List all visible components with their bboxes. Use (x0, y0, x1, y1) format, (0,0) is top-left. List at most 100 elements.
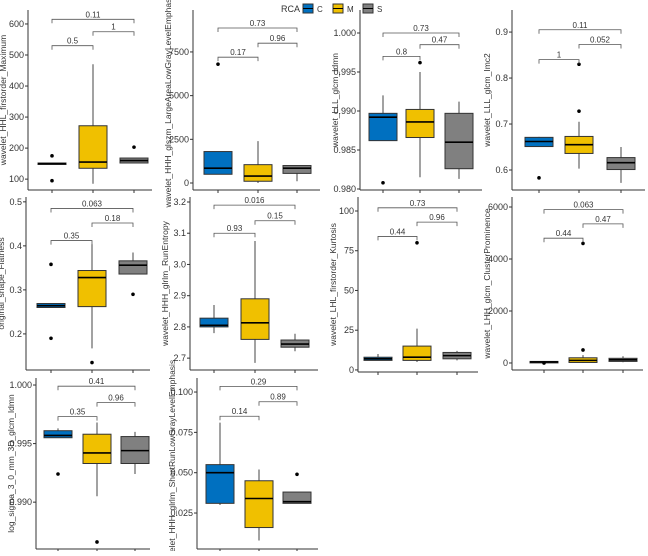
box-M (82, 422, 112, 544)
p-value-label: 0.15 (267, 212, 283, 221)
y-tick-label: 0.990 (9, 497, 32, 507)
p-value-label: 0.73 (410, 199, 426, 208)
p-value-label: 0.35 (64, 232, 80, 241)
panel-6: 0 25 50 75 100wavelet_LHL_firstorder_Kurtosi… (328, 197, 478, 375)
box-S (120, 431, 150, 475)
y-axis-title: wavelet_LHH_glcm_ClusterProminence (482, 208, 492, 360)
comparison-bracket (258, 401, 298, 406)
y-axis-title: wavelet_LLL_glcm_Idmn (330, 53, 340, 148)
outlier-point (49, 336, 53, 341)
iqr-box (444, 112, 474, 170)
outlier-point (415, 240, 419, 245)
box-M (564, 62, 594, 169)
y-tick-label: 0.985 (333, 145, 356, 155)
panel-0: 100 200 300 400 500 600wavelet_HHL_firstorder… (0, 10, 152, 193)
p-value-label: 0.17 (230, 48, 246, 57)
p-value-label: 0.44 (390, 227, 406, 236)
comparison-bracket (257, 42, 298, 48)
iqr-box (240, 298, 270, 340)
y-tick-label: 500 (9, 50, 24, 60)
p-value-label: 0.14 (232, 407, 248, 416)
y-tick-label: 0 (349, 365, 354, 375)
y-axis-title: wavelet_LLL_glcm_Imc2 (482, 53, 492, 148)
p-value-label: 0.44 (556, 229, 572, 238)
y-tick-label: 0.025 (170, 508, 193, 518)
y-tick-label: 0.4 (9, 241, 22, 251)
legend-label: M (347, 5, 354, 14)
comparison-bracket (213, 232, 256, 238)
p-value-label: 0.41 (89, 377, 105, 386)
outlier-point (56, 472, 60, 476)
p-value-label: 0.29 (251, 377, 267, 386)
y-tick-label: 0.7 (495, 119, 508, 129)
y-tick-label: 3.0 (173, 259, 186, 269)
outlier-point (542, 361, 546, 365)
legend-item-M: M (332, 3, 354, 14)
iqr-box (606, 157, 636, 171)
p-value-label: 0.35 (70, 408, 86, 417)
comparison-bracket (96, 402, 136, 407)
outlier-point (132, 145, 136, 149)
iqr-box (77, 270, 107, 308)
legend-item-S: S (362, 3, 382, 14)
p-value-label: 0.11 (86, 10, 102, 19)
y-tick-label: 0.6 (495, 165, 508, 175)
p-value-label: 0.73 (413, 24, 429, 33)
panel-8: 0.990 0.995 1.000 log_sigma_3_0_mm_3D_glcm_… (6, 377, 150, 552)
comparison-bracket (419, 44, 460, 49)
comparison-bracket (50, 208, 134, 213)
p-value-label: 0.063 (82, 199, 103, 208)
outlier-point (95, 540, 99, 544)
legend: RCA C M S (281, 3, 382, 14)
p-value-label: 0.5 (67, 37, 79, 46)
y-tick-label: 0.9 (495, 27, 508, 37)
p-value-label: 1 (111, 23, 116, 32)
y-tick-label: 0.995 (333, 67, 356, 77)
outlier-point (581, 241, 585, 246)
outlier-point (537, 176, 541, 180)
iqr-box (43, 430, 73, 439)
panel-9: 0.025 0.050 0.075 0.100wavelet_HHH_glrlm_Sh… (167, 360, 318, 556)
iqr-box (402, 345, 432, 361)
box-M (77, 244, 107, 365)
y-tick-label: 200 (9, 143, 24, 153)
outlier-point (131, 292, 135, 297)
y-tick-label: 0.5 (9, 197, 22, 207)
y-tick-label: 0 (503, 358, 508, 368)
comparison-bracket (91, 222, 134, 227)
y-tick-label: 50 (344, 285, 354, 295)
y-tick-label: 2500 (169, 134, 189, 144)
p-value-label: 0.47 (595, 215, 611, 224)
iqr-box (282, 491, 312, 504)
iqr-box (82, 433, 112, 464)
y-tick-label: 2.7 (173, 353, 186, 363)
outlier-point (418, 60, 422, 65)
y-tick-label: 0.050 (170, 468, 193, 478)
y-tick-label: 2.8 (173, 322, 186, 332)
y-axis-title: wavelet_LHL_firstorder_Kurtosis (328, 223, 338, 347)
y-tick-label: 0.990 (333, 106, 356, 116)
box-M (402, 240, 432, 362)
outlier-point (50, 178, 54, 183)
comparison-bracket (213, 204, 296, 210)
box-S (118, 252, 148, 297)
outlier-point (50, 154, 54, 158)
comparison-bracket (217, 27, 298, 32)
p-value-label: 0.016 (244, 196, 265, 205)
y-tick-label: 0.100 (170, 387, 193, 397)
comparison-bracket (217, 56, 259, 62)
box-M (568, 241, 598, 363)
outlier-point (90, 360, 94, 365)
comparison-bracket (50, 240, 93, 245)
y-tick-label: 0.980 (333, 184, 356, 194)
comparison-bracket (57, 385, 136, 391)
comparison-bracket (416, 221, 458, 227)
box-C (36, 262, 66, 341)
y-tick-label: 300 (9, 112, 24, 122)
y-tick-label: 3.2 (173, 197, 186, 207)
box-M (240, 241, 270, 363)
comparison-bracket (382, 56, 421, 61)
outlier-point (49, 262, 53, 267)
iqr-box (199, 317, 229, 328)
y-tick-label: 6000 (488, 202, 508, 212)
